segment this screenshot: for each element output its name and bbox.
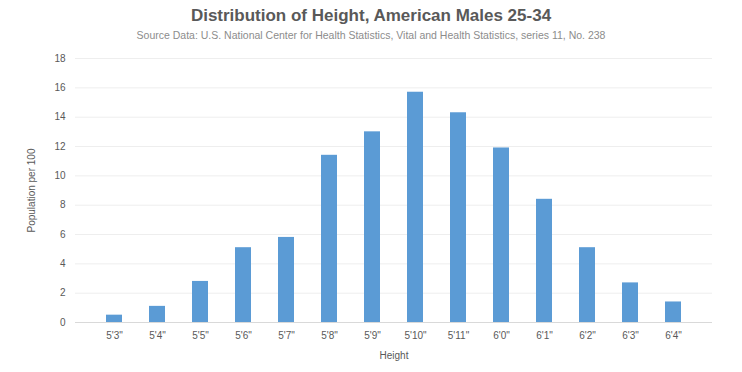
svg-text:5'9": 5'9" bbox=[364, 330, 381, 341]
svg-text:14: 14 bbox=[54, 111, 66, 122]
svg-text:5'6": 5'6" bbox=[235, 330, 252, 341]
html-text:Distribution of Height, Americ: Distribution of Height, American Males 2… bbox=[190, 6, 552, 25]
svg-text:6'0": 6'0" bbox=[493, 330, 510, 341]
svg-text:5'3": 5'3" bbox=[106, 330, 123, 341]
html-text:Source Data: U.S. National Cen: Source Data: U.S. National Center for He… bbox=[136, 29, 606, 41]
svg-text:8: 8 bbox=[60, 199, 66, 210]
svg-text:4: 4 bbox=[60, 258, 66, 269]
svg-text:10: 10 bbox=[54, 170, 66, 181]
svg-text:18: 18 bbox=[54, 53, 66, 64]
svg-text:5'4": 5'4" bbox=[149, 330, 166, 341]
svg-text:2: 2 bbox=[60, 287, 66, 298]
svg-text:5'10": 5'10" bbox=[404, 330, 427, 341]
svg-text:16: 16 bbox=[54, 82, 66, 93]
svg-text:Population per 100: Population per 100 bbox=[26, 148, 37, 232]
svg-text:6: 6 bbox=[60, 229, 66, 240]
svg-text:12: 12 bbox=[54, 141, 66, 152]
svg-text:5'11": 5'11" bbox=[448, 330, 470, 341]
svg-text:6'4": 6'4" bbox=[665, 330, 682, 341]
svg-text:6'1": 6'1" bbox=[536, 330, 553, 341]
svg-text:Height: Height bbox=[380, 350, 409, 361]
svg-text:5'5": 5'5" bbox=[192, 330, 209, 341]
svg-text:6'3": 6'3" bbox=[622, 330, 639, 341]
svg-text:5'8": 5'8" bbox=[321, 330, 338, 341]
svg-text:5'7": 5'7" bbox=[278, 330, 295, 341]
svg-text:6'2": 6'2" bbox=[579, 330, 596, 341]
svg-text:0: 0 bbox=[60, 317, 66, 328]
